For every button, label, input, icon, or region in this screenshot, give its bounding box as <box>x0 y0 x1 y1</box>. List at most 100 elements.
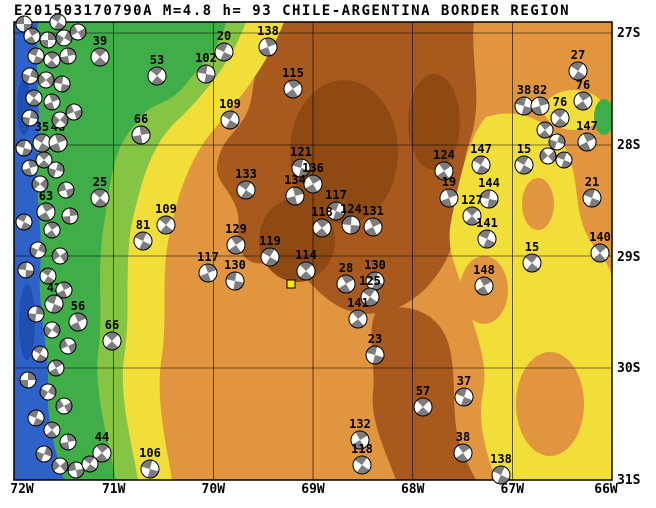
lat-tick-label: 27S <box>617 26 641 41</box>
east-edge-green-patch <box>594 99 612 135</box>
focal-mechanism: 76 <box>573 78 593 111</box>
map-title: E201503170790A M=4.8 h= 93 CHILE-ARGENTI… <box>14 3 570 19</box>
focal-mechanism: 27 <box>568 48 588 81</box>
event-depth-label: 56 <box>71 299 85 313</box>
event-depth-label: 125 <box>359 274 381 288</box>
focal-mechanism: 109 <box>219 97 241 130</box>
focal-mechanism: 119 <box>259 234 281 267</box>
focal-mechanism <box>15 213 33 231</box>
lon-tick-label: 66W <box>594 482 618 497</box>
focal-mechanism: 133 <box>235 167 257 200</box>
lon-tick-label: 71W <box>102 482 126 497</box>
event-depth-label: 117 <box>325 188 347 202</box>
focal-mechanism: 114 <box>295 248 317 281</box>
event-depth-label: 106 <box>139 446 161 460</box>
event-depth-label: 66 <box>134 112 148 126</box>
focal-mechanism: 131 <box>362 204 384 237</box>
focal-mechanism: 66 <box>131 112 151 145</box>
focal-mechanism: 19 <box>439 175 459 208</box>
event-depth-label: 102 <box>195 51 217 65</box>
event-depth-label: 141 <box>347 296 369 310</box>
event-depth-label: 19 <box>442 175 456 189</box>
event-depth-label: 141 <box>476 216 498 230</box>
focal-mechanism <box>55 281 73 299</box>
focal-mechanism <box>43 51 61 69</box>
lon-tick-label: 68W <box>401 482 425 497</box>
focal-mechanism: 118 <box>351 442 373 475</box>
lon-tick-label: 70W <box>202 482 226 497</box>
focal-mechanism <box>29 241 47 259</box>
focal-mechanism: 138 <box>490 452 512 485</box>
focal-mechanism: 109 <box>155 202 177 235</box>
focal-mechanism: 38 <box>514 83 534 116</box>
focal-mechanism: 141 <box>347 296 369 329</box>
focal-mechanism: 117 <box>197 250 219 283</box>
focal-mechanism <box>49 13 67 31</box>
focal-mechanism: 118 <box>311 205 333 238</box>
event-depth-label: 39 <box>93 34 107 48</box>
focal-mechanism: 130 <box>364 258 386 291</box>
focal-mechanism: 147 <box>576 119 598 152</box>
focal-mechanisms-layer: 20 138 53 102 115 109 66 39 121 136 133 134 117 118 12… <box>15 13 611 485</box>
focal-mechanism <box>39 31 57 49</box>
event-depth-label: 23 <box>368 332 382 346</box>
focal-mechanism: 20 <box>214 29 234 62</box>
event-depth-label: 138 <box>490 452 512 466</box>
focal-mechanism: 35 <box>32 120 52 153</box>
event-depth-label: 20 <box>217 29 231 43</box>
focal-mechanism <box>19 371 37 389</box>
focal-mechanism: 125 <box>359 274 381 307</box>
event-depth-label: 115 <box>282 66 304 80</box>
focal-mechanism: 124 <box>340 202 362 235</box>
focal-mechanism <box>43 221 61 239</box>
focal-mechanism: 130 <box>224 258 246 291</box>
focal-mechanism <box>51 457 69 475</box>
event-depth-label: 130 <box>364 258 386 272</box>
event-depth-label: 15 <box>517 142 531 156</box>
focal-mechanism: 147 <box>470 142 492 175</box>
event-depth-label: 136 <box>302 161 324 175</box>
focal-mechanism <box>43 93 61 111</box>
event-depth-label: 133 <box>235 167 257 181</box>
latitude-axis: 27S 28S 29S 30S 31S <box>617 26 641 488</box>
focal-mechanism <box>55 397 73 415</box>
focal-mechanism <box>43 321 61 339</box>
longitude-axis: 72W 71W 70W 69W 68W 67W 66W <box>10 482 618 497</box>
focal-mechanism <box>539 147 557 165</box>
focal-mechanism <box>31 175 49 193</box>
focal-mechanism <box>37 71 55 89</box>
event-depth-label: 124 <box>433 148 455 162</box>
terrain-layer <box>14 22 612 480</box>
focal-mechanism: 132 <box>349 417 371 450</box>
event-depth-label: 53 <box>150 53 164 67</box>
west-yellow-band <box>122 22 285 480</box>
event-depth-label: 38 <box>456 430 470 444</box>
focal-mechanism: 124 <box>433 148 455 181</box>
ocean-deep-patch <box>19 284 35 360</box>
focal-mechanism: 21 <box>582 175 602 208</box>
focal-mechanism <box>27 305 45 323</box>
focal-mechanism: 102 <box>195 51 217 84</box>
event-depth-label: 114 <box>295 248 317 262</box>
focal-mechanism: 106 <box>139 446 161 479</box>
focal-mechanism <box>47 359 65 377</box>
focal-mechanism: 136 <box>302 161 324 194</box>
focal-mechanism: 127 <box>461 193 483 226</box>
focal-mechanism: 28 <box>336 261 356 294</box>
focal-mechanism <box>81 455 99 473</box>
focal-mechanism <box>555 151 573 169</box>
focal-mechanism: 39 <box>90 34 110 67</box>
event-depth-label: 21 <box>585 175 599 189</box>
focal-mechanism <box>21 67 39 85</box>
focal-mechanism <box>59 433 77 451</box>
event-depth-label: 82 <box>533 83 547 97</box>
event-depth-label: 76 <box>553 95 567 109</box>
focal-mechanism <box>23 27 41 45</box>
focal-mechanism: 53 <box>147 53 167 86</box>
focal-mechanism: 76 <box>550 95 570 128</box>
focal-mechanism <box>67 461 85 479</box>
focal-mechanism <box>39 267 57 285</box>
focal-mechanism <box>43 421 61 439</box>
event-depth-label: 121 <box>290 145 312 159</box>
